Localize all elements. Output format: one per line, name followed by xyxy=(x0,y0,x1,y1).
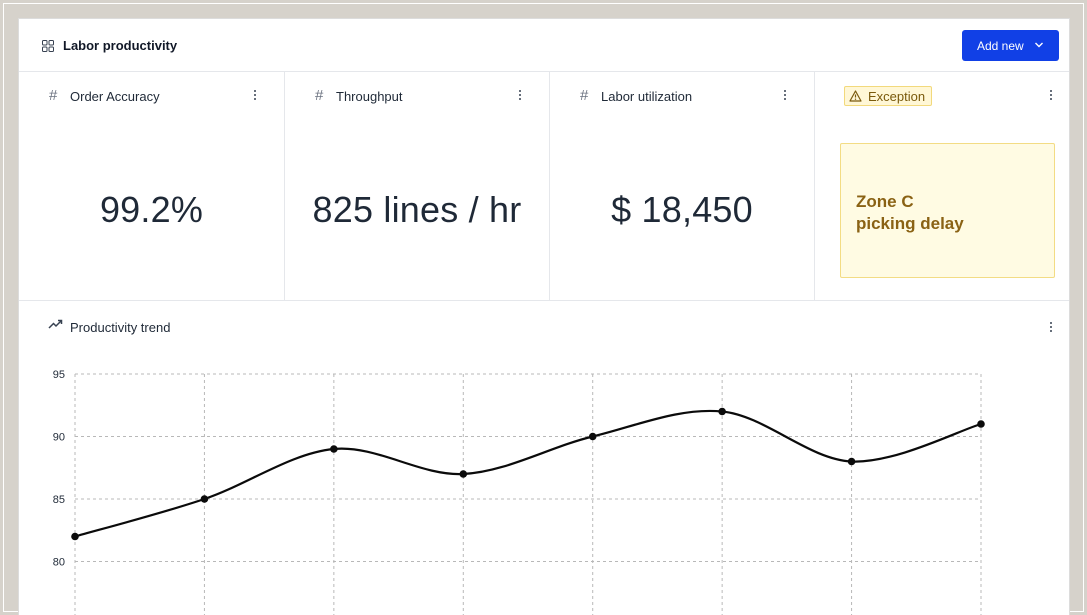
warning-icon xyxy=(849,90,862,102)
exception-badge: Exception xyxy=(844,86,933,106)
card-value: 825 lines / hr xyxy=(312,189,522,230)
more-options-icon[interactable] xyxy=(1049,90,1053,102)
card-value: $ 18,450 xyxy=(611,189,753,230)
exception-badge-label: Exception xyxy=(868,88,926,104)
page-title: Labor productivity xyxy=(63,38,178,53)
add-new-label: Add new xyxy=(977,38,1024,53)
trend-title: Productivity trend xyxy=(70,320,171,335)
data-point xyxy=(588,432,597,441)
data-point xyxy=(200,495,209,503)
grid-icon xyxy=(42,40,54,52)
card-labor-utilization: # Labor utilization $ 18,450 xyxy=(550,72,815,301)
card-header: # Labor utilization xyxy=(550,72,814,118)
card-label: Labor utilization xyxy=(601,89,693,104)
card-order-accuracy: # Order Accuracy 99.2% xyxy=(19,72,285,301)
card-header: # Throughput xyxy=(285,72,549,118)
data-point xyxy=(977,420,985,428)
add-new-button[interactable]: Add new xyxy=(962,30,1059,61)
more-options-icon[interactable] xyxy=(253,90,257,102)
card-label: Order Accuracy xyxy=(70,89,160,104)
data-point xyxy=(718,407,726,416)
more-options-icon[interactable] xyxy=(783,90,787,102)
dashboard-panel: Labor productivity Add new # Order Accur… xyxy=(18,18,1070,615)
data-point xyxy=(330,445,338,453)
card-throughput: # Throughput 825 lines / hr xyxy=(285,72,550,301)
y-tick-label: 95 xyxy=(53,369,65,381)
exception-line-1: Zone C xyxy=(856,192,914,211)
card-label: Throughput xyxy=(336,89,403,104)
series-line xyxy=(74,409,982,538)
trend-header: Productivity trend xyxy=(19,302,1069,352)
data-point xyxy=(71,532,79,541)
exception-line-2: picking delay xyxy=(856,214,964,233)
y-tick-label: 90 xyxy=(53,432,65,444)
more-options-icon[interactable] xyxy=(1049,322,1053,334)
y-tick-label: 85 xyxy=(53,494,65,506)
card-exception: Exception Zone C picking delay xyxy=(815,72,1069,301)
hash-icon: # xyxy=(49,87,58,104)
exception-message: Zone C picking delay xyxy=(856,191,964,235)
hash-icon: # xyxy=(315,87,324,104)
productivity-chart: 9590858075 xyxy=(53,369,985,615)
more-options-icon[interactable] xyxy=(518,90,522,102)
hash-icon: # xyxy=(580,87,589,104)
y-tick-label: 80 xyxy=(53,557,65,569)
chevron-down-icon xyxy=(1035,42,1043,48)
exception-alert: Zone C picking delay xyxy=(840,143,1055,278)
data-point xyxy=(847,457,856,466)
card-header: # Order Accuracy xyxy=(19,72,284,118)
data-point xyxy=(459,470,468,478)
trending-up-icon xyxy=(48,319,63,329)
dashboard-header: Labor productivity Add new xyxy=(19,19,1069,72)
card-value: 99.2% xyxy=(99,189,204,230)
